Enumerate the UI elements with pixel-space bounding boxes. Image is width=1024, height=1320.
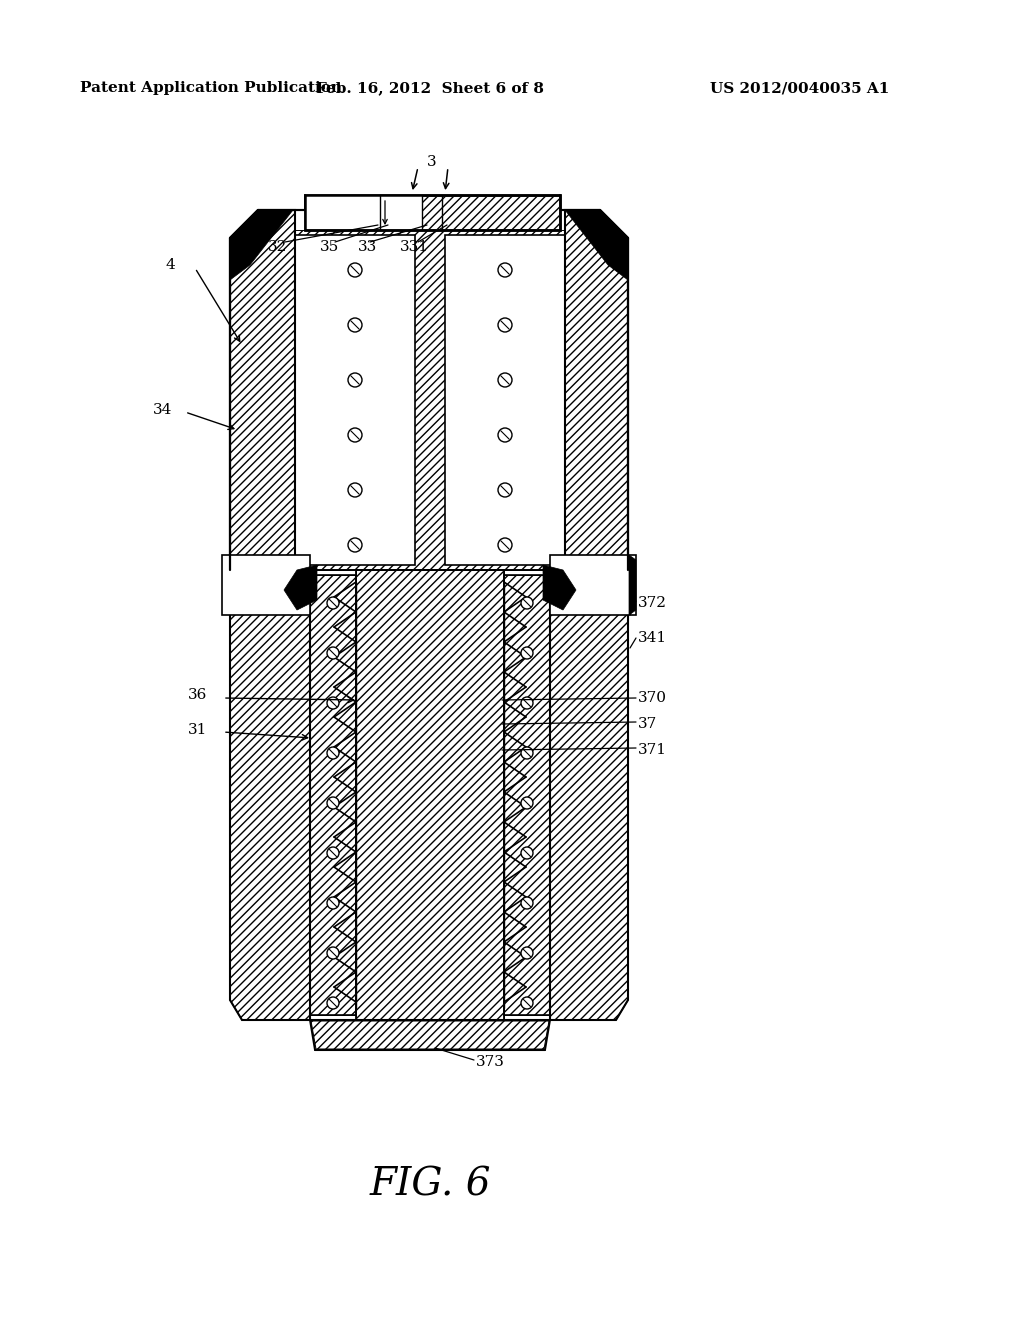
Polygon shape xyxy=(230,210,293,280)
Bar xyxy=(305,195,560,230)
Bar xyxy=(445,235,565,565)
Text: 341: 341 xyxy=(638,631,667,645)
Bar xyxy=(295,235,415,565)
Polygon shape xyxy=(356,570,504,1020)
Circle shape xyxy=(348,483,362,498)
Circle shape xyxy=(498,428,512,442)
Polygon shape xyxy=(565,210,628,280)
Text: FIG. 6: FIG. 6 xyxy=(370,1167,490,1204)
Circle shape xyxy=(521,697,534,709)
Text: 3: 3 xyxy=(427,154,437,169)
Circle shape xyxy=(327,946,339,960)
Circle shape xyxy=(498,483,512,498)
Circle shape xyxy=(348,374,362,387)
Text: US 2012/0040035 A1: US 2012/0040035 A1 xyxy=(711,81,890,95)
Circle shape xyxy=(521,997,534,1008)
Circle shape xyxy=(348,263,362,277)
Polygon shape xyxy=(295,230,565,570)
Text: 372: 372 xyxy=(638,597,667,610)
Circle shape xyxy=(498,318,512,333)
Text: 31: 31 xyxy=(187,723,207,737)
Text: 4: 4 xyxy=(165,257,175,272)
Text: 37: 37 xyxy=(638,717,657,731)
Circle shape xyxy=(521,946,534,960)
Circle shape xyxy=(348,318,362,333)
Circle shape xyxy=(327,797,339,809)
Polygon shape xyxy=(629,554,636,615)
Polygon shape xyxy=(311,1020,549,1049)
Text: 32: 32 xyxy=(268,240,288,253)
Circle shape xyxy=(521,797,534,809)
Text: 33: 33 xyxy=(358,240,377,253)
Circle shape xyxy=(327,997,339,1008)
Bar xyxy=(222,554,310,615)
Text: Patent Application Publication: Patent Application Publication xyxy=(80,81,342,95)
Polygon shape xyxy=(504,576,550,1015)
Bar xyxy=(504,576,550,1015)
Circle shape xyxy=(327,747,339,759)
Polygon shape xyxy=(284,565,317,610)
Text: 34: 34 xyxy=(153,403,172,417)
Circle shape xyxy=(521,898,534,909)
Circle shape xyxy=(327,847,339,859)
Bar xyxy=(305,195,560,230)
Circle shape xyxy=(521,747,534,759)
Text: Feb. 16, 2012  Sheet 6 of 8: Feb. 16, 2012 Sheet 6 of 8 xyxy=(316,81,544,95)
Text: 373: 373 xyxy=(476,1055,505,1069)
Text: 331: 331 xyxy=(400,240,429,253)
Bar xyxy=(310,576,356,1015)
Bar xyxy=(380,195,422,228)
Circle shape xyxy=(348,539,362,552)
Polygon shape xyxy=(565,210,628,570)
Text: 35: 35 xyxy=(319,240,339,253)
Text: 36: 36 xyxy=(187,688,207,702)
Polygon shape xyxy=(550,570,628,1020)
Text: 370: 370 xyxy=(638,690,667,705)
Circle shape xyxy=(521,847,534,859)
Polygon shape xyxy=(230,210,295,570)
Circle shape xyxy=(521,647,534,659)
Polygon shape xyxy=(230,570,310,1020)
Circle shape xyxy=(327,898,339,909)
Bar xyxy=(550,554,636,615)
Text: 371: 371 xyxy=(638,743,667,756)
Circle shape xyxy=(327,697,339,709)
Circle shape xyxy=(498,539,512,552)
Bar xyxy=(306,195,380,228)
Polygon shape xyxy=(422,195,559,228)
Polygon shape xyxy=(310,576,356,1015)
Circle shape xyxy=(498,263,512,277)
Circle shape xyxy=(327,647,339,659)
Circle shape xyxy=(327,597,339,609)
Circle shape xyxy=(498,374,512,387)
Circle shape xyxy=(348,428,362,442)
Polygon shape xyxy=(543,565,575,610)
Circle shape xyxy=(521,597,534,609)
